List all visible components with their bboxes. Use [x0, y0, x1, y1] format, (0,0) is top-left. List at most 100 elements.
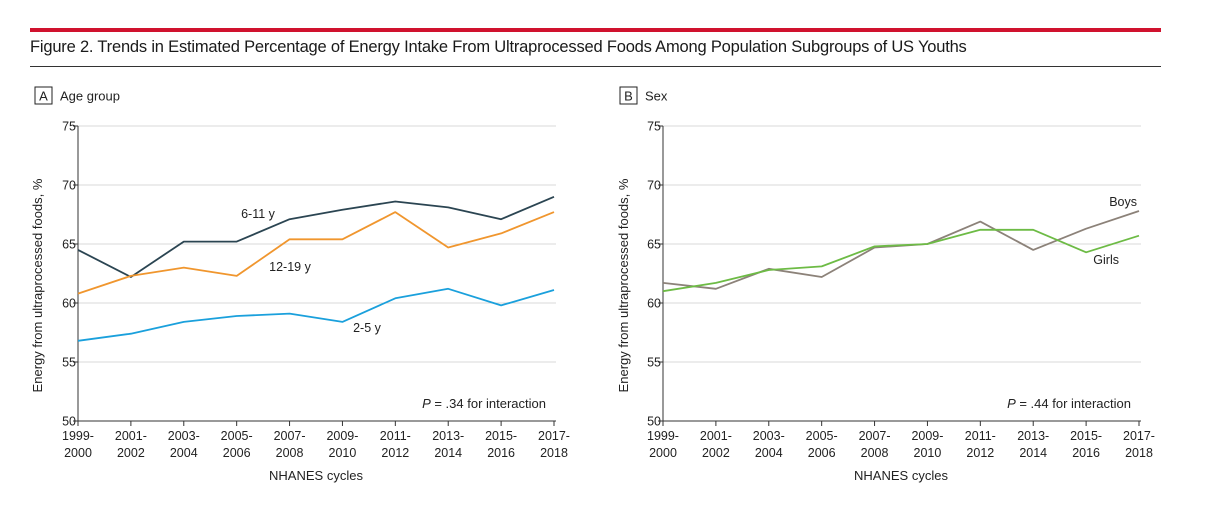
- x-tick-label-line2: 2010: [914, 446, 942, 460]
- x-tick-label-line2: 2016: [1072, 446, 1100, 460]
- x-tick-label-line1: 2001-: [700, 429, 732, 443]
- x-tick-label-line1: 2017-: [538, 429, 570, 443]
- x-tick-label-line1: 2011-: [380, 429, 411, 443]
- x-axis-title: NHANES cycles: [854, 468, 948, 483]
- figure-title: Figure 2. Trends in Estimated Percentage…: [30, 38, 967, 56]
- x-tick-label-line1: 2007-: [859, 429, 891, 443]
- y-tick-label: 75: [647, 120, 661, 134]
- chart-panel-b: B Sex5055606570751999-20002001-20022003-2…: [616, 86, 1155, 483]
- y-tick-label: 50: [62, 415, 76, 429]
- y-tick-label: 75: [62, 120, 76, 134]
- x-tick-label: 2015- 2016: [1070, 429, 1102, 460]
- annotation-p: P: [422, 396, 431, 411]
- x-tick-label-line1: 2013-: [432, 429, 464, 443]
- top-accent-rule: [30, 28, 1161, 32]
- x-tick-label-line2: 2018: [540, 446, 568, 460]
- series-label: 6-11 y: [241, 207, 276, 221]
- x-tick-label: 2003- 2004: [168, 429, 200, 460]
- x-tick-label-line2: 2012: [966, 446, 994, 460]
- x-tick-label: 2005- 2006: [221, 429, 253, 460]
- series-label: 12-19 y: [269, 260, 311, 274]
- x-tick-label: 2017- 2018: [538, 429, 570, 460]
- x-tick-label-line2: 2010: [329, 446, 357, 460]
- x-tick-label-line1: 2009-: [326, 429, 358, 443]
- x-tick-label: 2009- 2010: [326, 429, 358, 460]
- x-tick-label-line2: 2014: [434, 446, 462, 460]
- x-tick-label-line1: 2003-: [753, 429, 785, 443]
- x-tick-label: 1999- 2000: [647, 429, 679, 460]
- series-line-Girls: [662, 228, 1140, 293]
- y-tick-label: 55: [62, 356, 76, 370]
- x-tick-label-line1: 2007-: [274, 429, 306, 443]
- y-axis-title: Energy from ultraprocessed foods, %: [616, 178, 631, 392]
- x-axis-title: NHANES cycles: [269, 468, 363, 483]
- x-tick-label: 2003- 2004: [753, 429, 785, 460]
- y-tick-label: 60: [647, 297, 661, 311]
- x-tick-label-line1: 2015-: [485, 429, 517, 443]
- annotation-p: P: [1007, 396, 1016, 411]
- panel-title: Sex: [645, 89, 668, 104]
- annotation-text: = .44 for interaction: [1016, 396, 1131, 411]
- x-tick-label: 2013- 2014: [1017, 429, 1049, 460]
- y-tick-label: 50: [647, 415, 661, 429]
- x-tick-label-line2: 2018: [1125, 446, 1153, 460]
- x-tick-label-line2: 2000: [649, 446, 677, 460]
- y-tick-label: 65: [647, 238, 661, 252]
- series-label: Boys: [1109, 195, 1137, 209]
- x-tick-label-line2: 2004: [170, 446, 198, 460]
- x-tick-label-line2: 2000: [64, 446, 92, 460]
- x-tick-label-line1: 2001-: [115, 429, 147, 443]
- x-tick-label: 2015- 2016: [485, 429, 517, 460]
- panel-letter-box: [34, 86, 53, 105]
- series-label: Girls: [1093, 253, 1119, 267]
- series-line-6-11-y: [77, 195, 555, 278]
- series-line-Boys: [662, 210, 1140, 290]
- x-tick-label-line1: 1999-: [62, 429, 94, 443]
- panel-letter: A: [39, 89, 48, 104]
- y-tick-label: 70: [62, 179, 76, 193]
- x-tick-label-line1: 2009-: [911, 429, 943, 443]
- series-line-12-19-y: [77, 211, 555, 295]
- x-tick-label-line2: 2008: [276, 446, 304, 460]
- x-tick-label-line1: 2003-: [168, 429, 200, 443]
- x-tick-label: 2001- 2002: [115, 429, 147, 460]
- x-tick-label-line2: 2006: [808, 446, 836, 460]
- x-tick-label-line2: 2002: [702, 446, 730, 460]
- x-tick-label-line1: 1999-: [647, 429, 679, 443]
- x-tick-label: 2007- 2008: [859, 429, 891, 460]
- series-label: 2-5 y: [353, 321, 382, 335]
- y-tick-label: 55: [647, 356, 661, 370]
- x-tick-label: 2017- 2018: [1123, 429, 1155, 460]
- x-tick-label: 1999- 2000: [62, 429, 94, 460]
- x-tick-label: 2011- 2012: [380, 429, 411, 460]
- x-tick-label-line1: 2017-: [1123, 429, 1155, 443]
- series-line-2-5-y: [77, 287, 555, 342]
- x-tick-label-line2: 2016: [487, 446, 515, 460]
- x-tick-label-line1: 2013-: [1017, 429, 1049, 443]
- x-tick-label: 2005- 2006: [806, 429, 838, 460]
- interaction-annotation: P = .34 for interaction: [422, 396, 546, 411]
- x-tick-label: 2011- 2012: [965, 429, 996, 460]
- title-rule: [30, 66, 1161, 67]
- panel-letter: B: [624, 89, 633, 104]
- y-tick-label: 60: [62, 297, 76, 311]
- x-tick-label-line1: 2005-: [806, 429, 838, 443]
- x-tick-label: 2009- 2010: [911, 429, 943, 460]
- y-tick-label: 70: [647, 179, 661, 193]
- x-tick-label: 2007- 2008: [274, 429, 306, 460]
- x-tick-label-line2: 2002: [117, 446, 145, 460]
- x-tick-label-line2: 2004: [755, 446, 783, 460]
- x-tick-label-line2: 2006: [223, 446, 251, 460]
- x-tick-label-line1: 2011-: [965, 429, 996, 443]
- x-tick-label-line2: 2014: [1019, 446, 1047, 460]
- interaction-annotation: P = .44 for interaction: [1007, 396, 1131, 411]
- chart-panel-a: A Age group 50 55 60 65 70 75 1999- 2000 2001- 2002…: [30, 86, 570, 483]
- x-tick-label-line1: 2015-: [1070, 429, 1102, 443]
- panel-letter-box: [619, 86, 638, 105]
- x-tick-label: 2013- 2014: [432, 429, 464, 460]
- y-axis-title: Energy from ultraprocessed foods, %: [30, 178, 45, 392]
- x-tick-label-line2: 2008: [861, 446, 889, 460]
- x-tick-label-line1: 2005-: [221, 429, 253, 443]
- x-tick-label: 2001- 2002: [700, 429, 732, 460]
